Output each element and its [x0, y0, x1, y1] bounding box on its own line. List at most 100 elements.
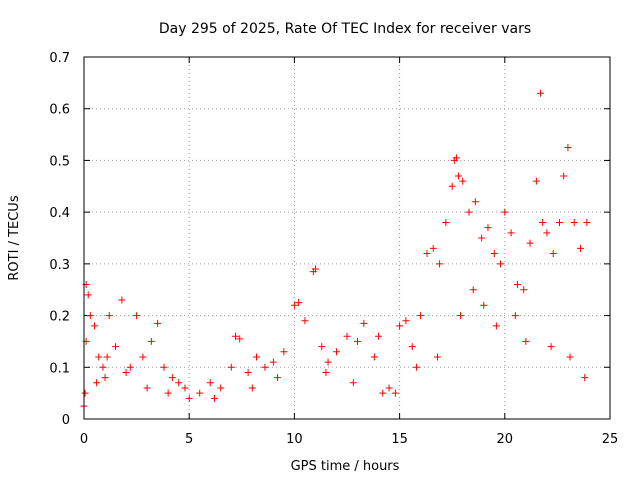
data-point	[143, 384, 151, 392]
data-point	[118, 296, 126, 304]
data-point	[261, 363, 269, 371]
data-point	[139, 353, 147, 361]
data-point	[452, 154, 460, 162]
data-point	[492, 322, 500, 330]
data-point	[412, 363, 420, 371]
y-tick-label: 0.6	[49, 103, 70, 118]
data-point	[147, 337, 155, 345]
x-tick-label: 5	[185, 432, 193, 447]
data-point	[181, 384, 189, 392]
x-tick-label: 15	[391, 432, 408, 447]
y-tick-label: 0.7	[49, 51, 70, 66]
data-point	[84, 291, 92, 299]
data-point	[318, 343, 326, 351]
data-point	[332, 348, 340, 356]
data-point	[112, 343, 120, 351]
data-point	[379, 389, 387, 397]
y-tick-label: 0	[62, 413, 70, 428]
y-tick-labels: 0 0.1 0.2 0.3 0.4 0.5 0.6 0.7	[49, 51, 70, 428]
data-point	[217, 384, 225, 392]
x-tick-label: 10	[286, 432, 303, 447]
data-point	[549, 250, 557, 258]
data-point	[301, 317, 309, 325]
y-tick-label: 0.5	[49, 154, 70, 169]
data-point	[459, 177, 467, 185]
x-tick-labels: 0 5 10 15 20 25	[80, 432, 618, 447]
data-point	[522, 337, 530, 345]
data-point	[93, 379, 101, 387]
data-point	[471, 198, 479, 206]
data-point	[501, 208, 509, 216]
data-point	[103, 353, 111, 361]
data-point	[160, 363, 168, 371]
data-point	[478, 234, 486, 242]
data-point	[436, 260, 444, 268]
data-point	[391, 389, 399, 397]
data-point	[236, 335, 244, 343]
data-point	[311, 265, 319, 273]
data-point	[354, 337, 362, 345]
data-point	[484, 224, 492, 232]
data-point	[95, 353, 103, 361]
data-point	[164, 389, 172, 397]
data-point	[511, 312, 519, 320]
data-point	[520, 286, 528, 294]
data-point	[280, 348, 288, 356]
data-point	[556, 218, 564, 226]
data-point	[295, 299, 303, 307]
data-point	[547, 343, 555, 351]
data-point	[448, 182, 456, 190]
data-point	[566, 353, 574, 361]
data-point	[408, 343, 416, 351]
chart-title: Day 295 of 2025, Rate Of TEC Index for r…	[159, 21, 531, 37]
data-point	[564, 144, 572, 151]
data-point	[360, 319, 368, 327]
data-point	[86, 312, 94, 320]
data-point	[322, 368, 330, 376]
data-point	[274, 374, 282, 382]
x-tick-label: 0	[80, 432, 88, 447]
data-point	[526, 239, 534, 247]
data-point	[532, 177, 540, 185]
data-point	[497, 260, 505, 268]
data-point	[210, 394, 218, 402]
data-point	[101, 374, 109, 382]
data-point	[507, 229, 515, 237]
data-point	[583, 218, 591, 226]
data-point	[133, 312, 141, 320]
y-tick-label: 0.4	[49, 206, 70, 221]
plot-frame	[83, 56, 611, 420]
data-point	[248, 384, 256, 392]
data-point	[99, 363, 107, 371]
data-point	[490, 250, 498, 258]
data-point	[227, 363, 235, 371]
data-point	[168, 374, 176, 382]
grid-lines	[84, 57, 610, 419]
data-point	[343, 332, 351, 340]
data-point	[269, 358, 277, 366]
data-point	[385, 384, 393, 392]
data-point	[122, 368, 130, 376]
data-point	[324, 358, 332, 366]
y-tick-label: 0.3	[49, 258, 70, 273]
data-point	[253, 353, 261, 361]
data-point	[560, 172, 568, 180]
data-point	[513, 281, 521, 289]
x-axis-label: GPS time / hours	[291, 459, 400, 474]
x-tick-label: 25	[602, 432, 619, 447]
data-point	[581, 374, 589, 382]
axis-ticks	[83, 56, 611, 420]
data-point	[396, 322, 404, 330]
data-point	[539, 218, 547, 226]
data-point	[480, 301, 488, 309]
y-tick-label: 0.2	[49, 310, 70, 325]
data-point	[175, 379, 183, 387]
data-point	[537, 89, 545, 97]
data-point	[231, 332, 239, 340]
data-point	[91, 322, 99, 330]
data-point	[469, 286, 477, 294]
data-point	[196, 389, 204, 397]
data-point	[154, 319, 162, 327]
y-tick-label: 0.1	[49, 361, 70, 376]
